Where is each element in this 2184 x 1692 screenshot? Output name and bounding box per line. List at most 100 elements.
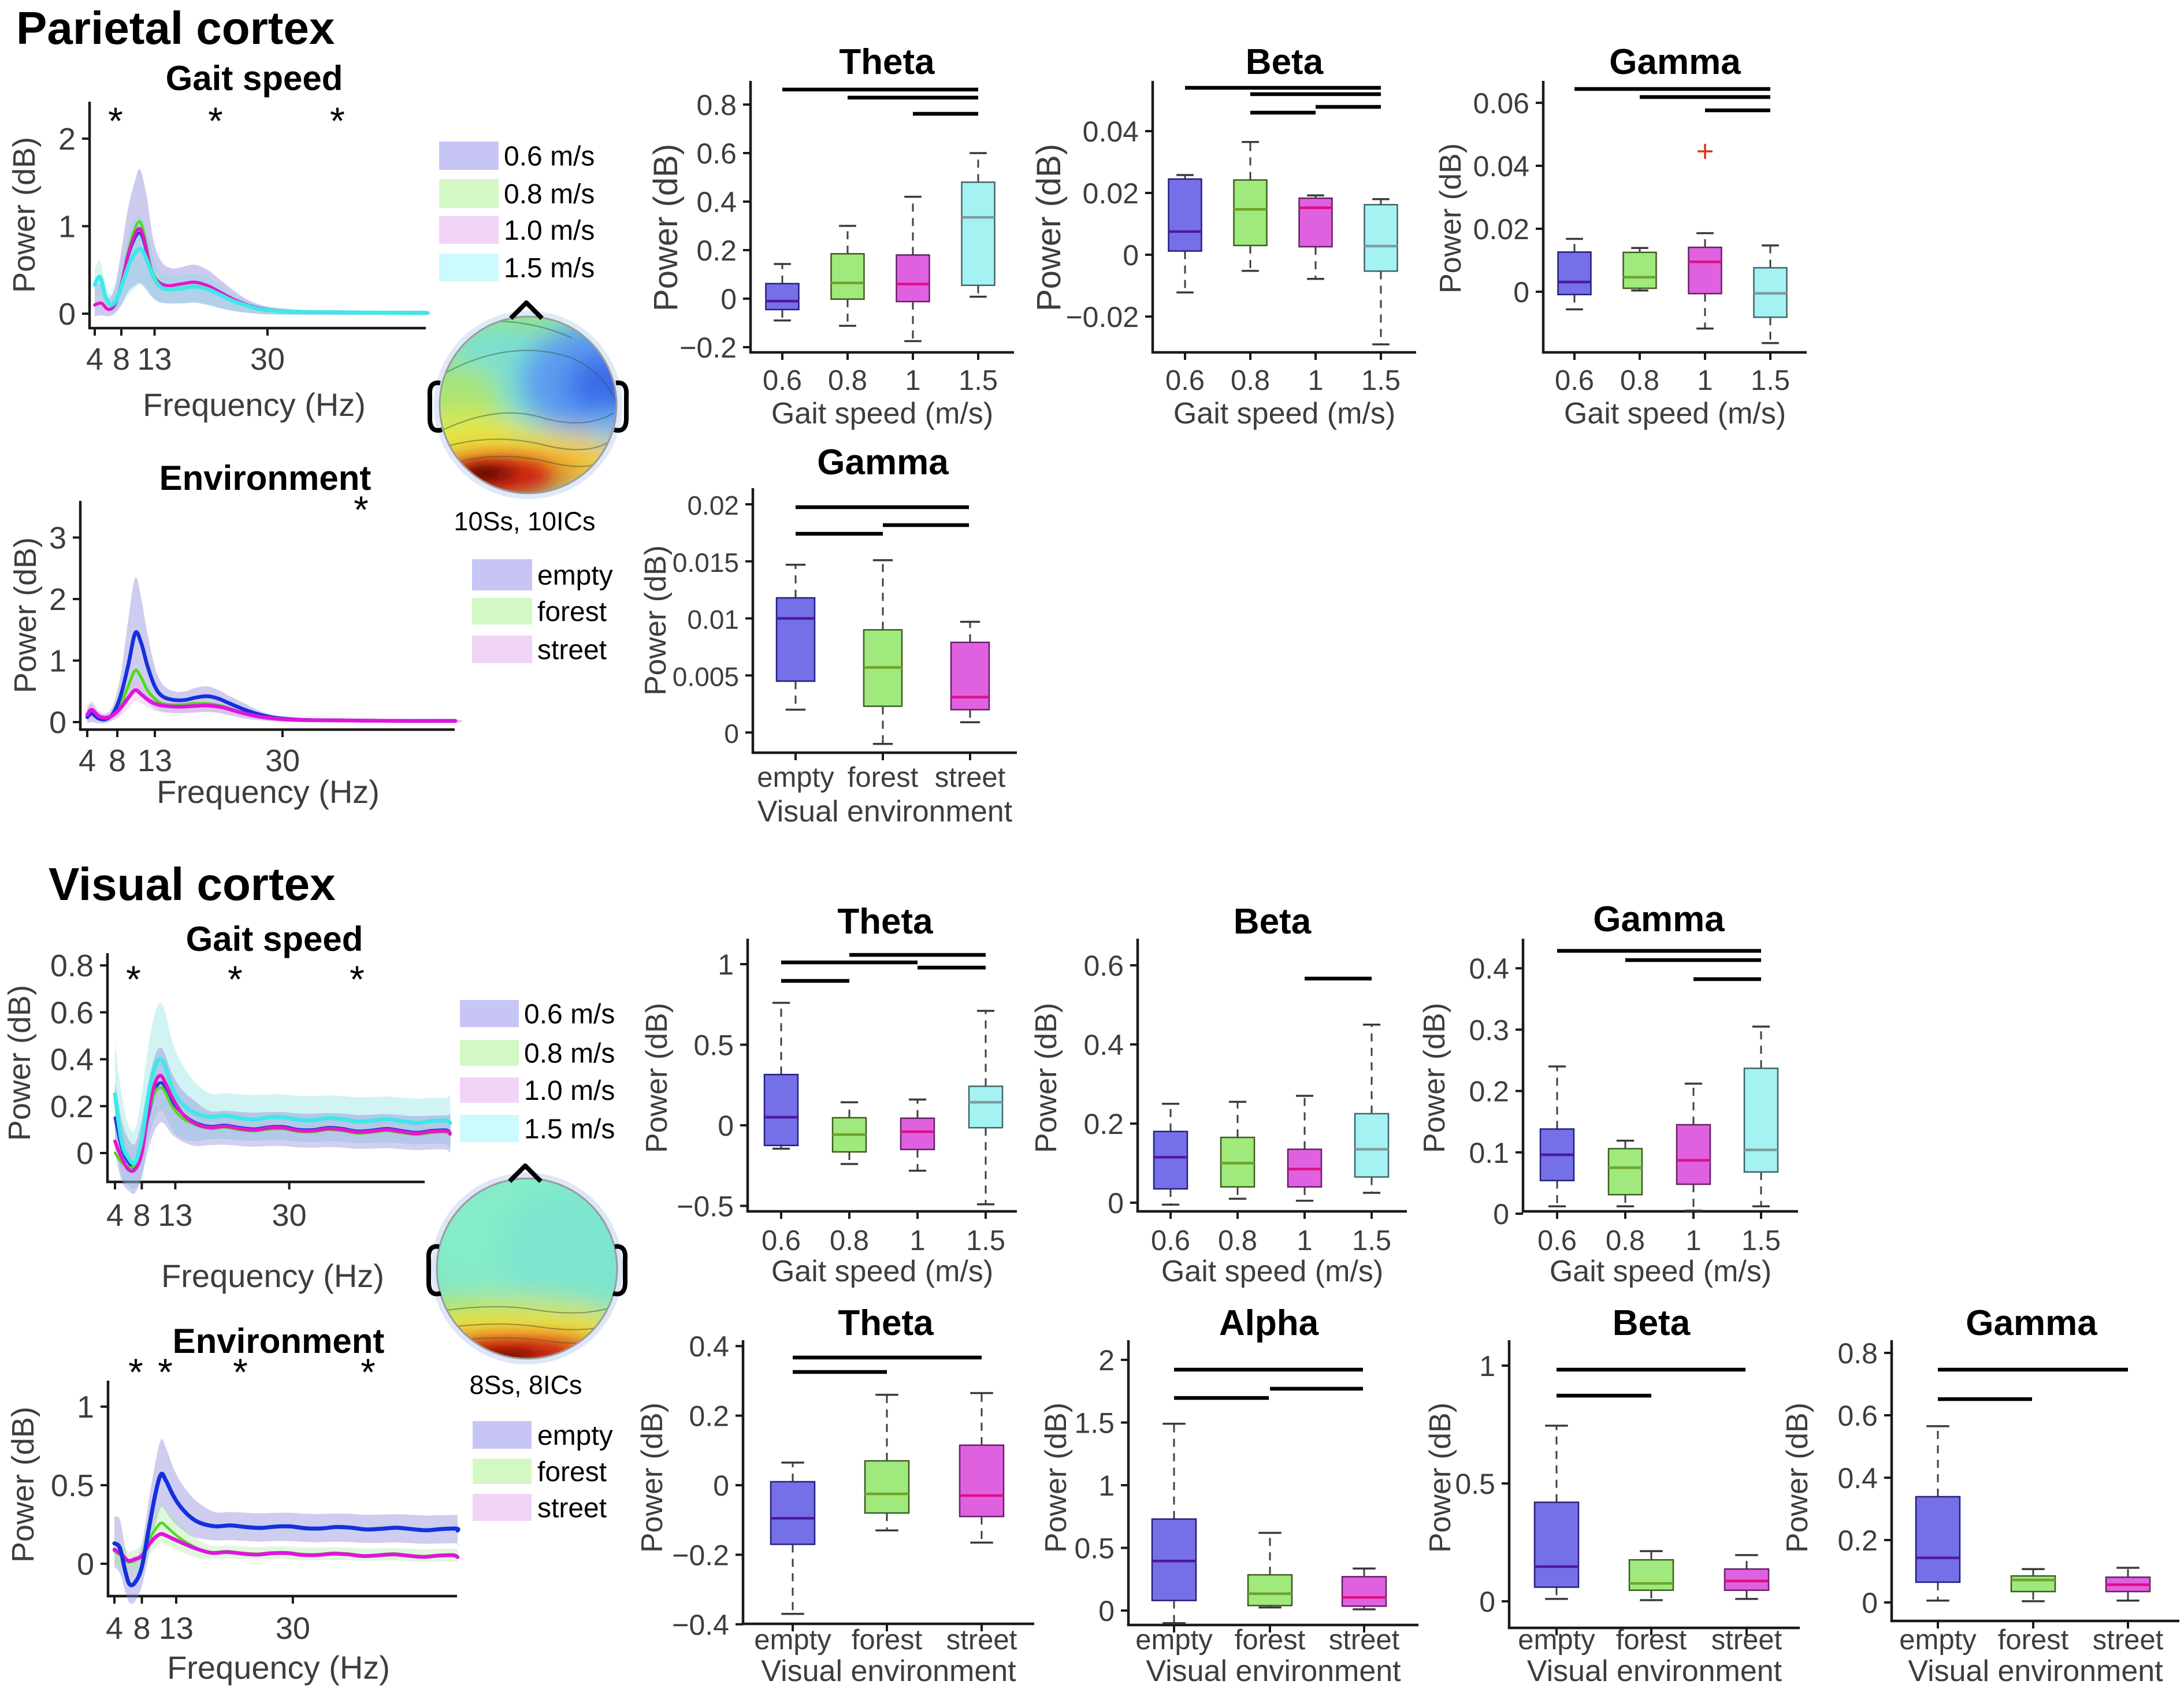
svg-text:0.8: 0.8 [50, 949, 94, 983]
svg-text:Power (dB): Power (dB) [640, 1003, 674, 1153]
svg-text:10Ss, 10ICs: 10Ss, 10ICs [454, 507, 595, 536]
svg-text:Power (dB): Power (dB) [1418, 1003, 1451, 1153]
svg-text:30: 30 [272, 1198, 307, 1233]
svg-text:−0.2: −0.2 [679, 332, 737, 364]
svg-text:0.2: 0.2 [1469, 1076, 1509, 1108]
svg-text:8: 8 [109, 743, 126, 778]
svg-text:0: 0 [1108, 1187, 1124, 1219]
svg-text:0.2: 0.2 [689, 1400, 729, 1433]
svg-text:0: 0 [1862, 1587, 1878, 1619]
svg-text:Power (dB): Power (dB) [1030, 1003, 1063, 1153]
svg-text:0.06: 0.06 [1473, 87, 1529, 120]
svg-text:1: 1 [77, 1390, 94, 1425]
svg-text:Power (dB): Power (dB) [1030, 144, 1068, 311]
svg-text:forest: forest [1998, 1624, 2069, 1656]
svg-text:−0.02: −0.02 [1065, 301, 1139, 333]
svg-text:30: 30 [265, 743, 300, 778]
svg-text:Gamma: Gamma [1593, 899, 1725, 939]
svg-text:Power (dB): Power (dB) [1434, 143, 1468, 293]
svg-text:0.01: 0.01 [687, 605, 739, 635]
svg-text:Frequency (Hz): Frequency (Hz) [161, 1258, 384, 1294]
svg-text:Power (dB): Power (dB) [647, 144, 685, 311]
svg-text:1: 1 [718, 949, 734, 981]
svg-text:0.6 m/s: 0.6 m/s [524, 999, 615, 1030]
svg-text:1: 1 [1479, 1350, 1495, 1382]
svg-text:Frequency (Hz): Frequency (Hz) [143, 386, 366, 423]
svg-text:street: street [946, 1624, 1017, 1656]
svg-text:4: 4 [86, 342, 103, 377]
svg-text:Gait speed (m/s): Gait speed (m/s) [1564, 397, 1786, 430]
svg-text:0.4: 0.4 [689, 1330, 729, 1363]
svg-text:0.8: 0.8 [828, 365, 867, 396]
svg-text:13: 13 [137, 342, 172, 377]
svg-text:empty: empty [1135, 1624, 1213, 1656]
svg-text:0.5: 0.5 [1455, 1468, 1495, 1500]
svg-text:*: * [361, 1351, 376, 1393]
svg-text:0.6: 0.6 [1151, 1225, 1190, 1256]
svg-text:0.4: 0.4 [696, 186, 737, 218]
svg-text:Beta: Beta [1234, 902, 1312, 942]
svg-text:0.8: 0.8 [1620, 365, 1659, 396]
svg-text:30: 30 [250, 342, 285, 377]
svg-text:1: 1 [1697, 365, 1713, 396]
svg-text:Power (dB): Power (dB) [1039, 1403, 1073, 1553]
svg-text:0: 0 [77, 1547, 94, 1582]
svg-text:street: street [537, 635, 607, 665]
svg-text:13: 13 [159, 1611, 194, 1646]
svg-text:Theta: Theta [837, 902, 933, 942]
svg-text:4: 4 [106, 1611, 123, 1646]
svg-text:Power (dB): Power (dB) [8, 537, 43, 693]
svg-text:Power (dB): Power (dB) [636, 1403, 669, 1553]
svg-text:0: 0 [1123, 239, 1139, 272]
svg-text:*: * [330, 99, 345, 142]
svg-text:0: 0 [724, 719, 739, 749]
svg-text:forest: forest [1616, 1624, 1687, 1656]
svg-text:30: 30 [276, 1611, 310, 1646]
svg-text:2: 2 [49, 582, 66, 617]
svg-text:0.6: 0.6 [1555, 365, 1594, 396]
svg-text:empty: empty [537, 560, 613, 591]
svg-text:0.8: 0.8 [696, 89, 737, 121]
svg-text:0.3: 0.3 [1469, 1014, 1509, 1046]
svg-text:0.8 m/s: 0.8 m/s [504, 179, 595, 210]
svg-text:Gait speed (m/s): Gait speed (m/s) [1161, 1255, 1383, 1288]
svg-text:forest: forest [848, 762, 919, 793]
svg-text:0.4: 0.4 [50, 1043, 94, 1077]
svg-text:Environment: Environment [173, 1322, 385, 1360]
svg-text:0.8: 0.8 [1606, 1225, 1645, 1256]
svg-text:1.5: 1.5 [1074, 1407, 1115, 1440]
svg-text:1: 1 [1098, 1470, 1115, 1502]
svg-text:13: 13 [158, 1198, 192, 1233]
svg-text:0.8: 0.8 [1837, 1337, 1878, 1370]
svg-text:Beta: Beta [1613, 1303, 1691, 1343]
svg-text:4: 4 [106, 1198, 124, 1233]
svg-text:forest: forest [537, 1457, 607, 1488]
svg-text:0.2: 0.2 [696, 235, 737, 267]
svg-text:0.005: 0.005 [673, 661, 739, 691]
svg-text:*: * [228, 958, 243, 1001]
svg-text:8: 8 [133, 1611, 150, 1646]
svg-text:0.8: 0.8 [1218, 1225, 1257, 1256]
svg-text:*: * [108, 99, 123, 142]
svg-text:empty: empty [757, 762, 834, 793]
svg-text:forest: forest [852, 1624, 923, 1656]
svg-text:Visual environment: Visual environment [1527, 1654, 1782, 1688]
svg-text:street: street [1329, 1624, 1400, 1656]
svg-text:0.6: 0.6 [1837, 1400, 1878, 1432]
svg-text:0.2: 0.2 [1837, 1524, 1878, 1557]
svg-text:empty: empty [1518, 1624, 1595, 1656]
svg-text:1.5: 1.5 [1352, 1225, 1391, 1256]
svg-text:1: 1 [909, 1225, 925, 1256]
svg-text:Visual environment: Visual environment [761, 1654, 1016, 1688]
svg-text:0.8: 0.8 [1231, 365, 1270, 396]
svg-text:0.02: 0.02 [1083, 177, 1139, 210]
svg-text:0.4: 0.4 [1837, 1462, 1878, 1494]
svg-text:Beta: Beta [1246, 42, 1324, 82]
svg-text:Gamma: Gamma [1609, 42, 1741, 82]
svg-text:Frequency (Hz): Frequency (Hz) [167, 1649, 390, 1686]
svg-text:Visual environment: Visual environment [757, 795, 1013, 828]
svg-text:*: * [233, 1351, 248, 1393]
svg-text:0.6: 0.6 [763, 365, 802, 396]
svg-text:1.5: 1.5 [1741, 1225, 1781, 1256]
svg-text:1: 1 [49, 644, 66, 679]
